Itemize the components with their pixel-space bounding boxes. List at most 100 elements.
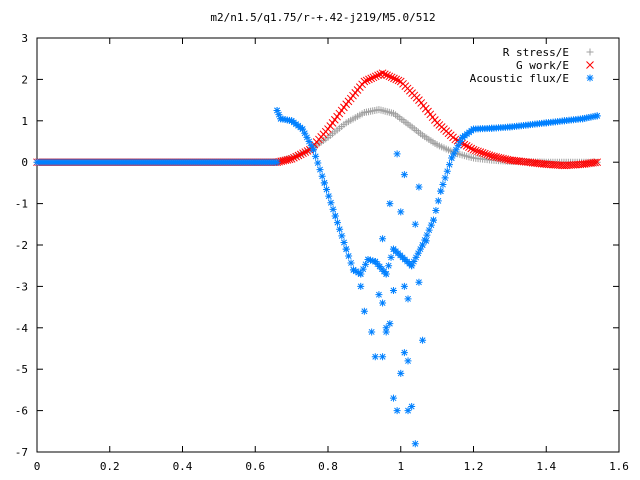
- data-point: [441, 174, 449, 182]
- data-point: [393, 407, 401, 415]
- x-tick-label: 0.6: [245, 460, 265, 473]
- y-tick-label: -7: [15, 446, 28, 459]
- data-point: [460, 140, 469, 149]
- data-point: [490, 152, 498, 161]
- data-point: [478, 149, 487, 157]
- data-point: [429, 216, 437, 224]
- data-point: [419, 336, 427, 344]
- data-point: [411, 220, 419, 228]
- data-point: [560, 117, 568, 125]
- data-point: [345, 252, 353, 260]
- data-point: [412, 253, 420, 261]
- data-point: [359, 265, 367, 273]
- data-point: [342, 245, 350, 253]
- data-point: [389, 394, 397, 402]
- y-tick-label: 3: [21, 32, 28, 45]
- data-point: [316, 166, 324, 174]
- data-point: [400, 171, 408, 179]
- legend-label: R stress/E: [503, 46, 569, 59]
- data-point: [333, 112, 341, 121]
- data-point: [369, 73, 378, 82]
- data-point: [414, 249, 422, 257]
- data-point: [327, 199, 335, 207]
- y-tick-label: 0: [21, 156, 28, 169]
- data-point: [371, 72, 380, 81]
- data-point: [360, 307, 368, 315]
- data-point: [352, 267, 360, 275]
- data-point: [456, 138, 464, 145]
- data-point: [579, 115, 587, 123]
- data-point: [378, 69, 387, 78]
- data-point: [415, 183, 423, 191]
- data-point: [542, 119, 550, 127]
- data-point: [591, 158, 599, 167]
- data-point: [290, 153, 298, 162]
- data-point: [325, 192, 333, 200]
- data-point: [394, 76, 403, 85]
- data-point: [336, 225, 344, 233]
- data-point: [312, 152, 320, 160]
- data-point: [275, 111, 283, 119]
- data-point: [404, 357, 412, 365]
- data-point: [434, 197, 442, 205]
- data-point: [337, 106, 346, 115]
- data-point: [287, 155, 296, 163]
- data-point: [416, 245, 424, 253]
- data-point: [323, 186, 331, 194]
- data-point: [524, 121, 532, 129]
- data-point: [364, 255, 372, 263]
- data-point: [425, 226, 433, 234]
- series-star: [33, 106, 601, 448]
- data-point: [299, 125, 307, 133]
- data-point: [349, 266, 357, 274]
- data-point: [357, 270, 365, 278]
- data-point: [329, 205, 337, 213]
- data-point: [335, 109, 344, 118]
- chart-title: m2/n1.5/q1.75/r-+.42-j219/M5.0/512: [210, 11, 435, 24]
- data-point: [379, 299, 387, 307]
- data-point: [408, 402, 416, 410]
- data-point: [383, 71, 391, 80]
- y-tick-label: 1: [21, 115, 28, 128]
- data-point: [459, 133, 467, 141]
- data-point: [301, 129, 309, 137]
- series-layer: [33, 69, 602, 448]
- data-point: [277, 115, 285, 123]
- data-point: [385, 262, 393, 270]
- data-point: [347, 259, 355, 267]
- data-point: [471, 146, 480, 155]
- data-point: [309, 146, 317, 154]
- data-point: [408, 262, 416, 270]
- data-point: [374, 71, 382, 80]
- data-point: [294, 151, 303, 160]
- data-point: [488, 124, 496, 132]
- data-point: [273, 158, 281, 166]
- data-point: [481, 149, 489, 158]
- data-point: [389, 245, 397, 253]
- y-tick-label: -5: [15, 363, 28, 376]
- data-point: [333, 219, 341, 227]
- data-point: [448, 154, 456, 162]
- data-point: [470, 125, 477, 133]
- x-tick-label: 0.4: [173, 460, 193, 473]
- data-point: [320, 179, 328, 187]
- data-point: [469, 145, 478, 154]
- y-tick-label: -1: [15, 198, 28, 211]
- x-tick-label: 1.2: [464, 460, 484, 473]
- data-point: [392, 75, 401, 84]
- data-point: [404, 295, 412, 303]
- legend-marker: [586, 74, 594, 82]
- data-point: [487, 152, 496, 160]
- y-tick-label: -4: [15, 322, 29, 335]
- data-point: [386, 320, 394, 328]
- data-point: [386, 200, 394, 208]
- data-point: [330, 115, 339, 124]
- data-point: [593, 158, 602, 167]
- plot-area: [36, 37, 620, 453]
- data-point: [452, 146, 460, 154]
- axis-ticks: 0 0.2 0.4 0.6 0.8 1 1.2 1.4 1.6 3 2 1 0 -1 -2 -3 -4 -5 -6 -…: [15, 32, 629, 473]
- data-point: [357, 282, 365, 290]
- data-point: [331, 212, 339, 220]
- data-point: [404, 407, 412, 415]
- data-point: [439, 181, 447, 189]
